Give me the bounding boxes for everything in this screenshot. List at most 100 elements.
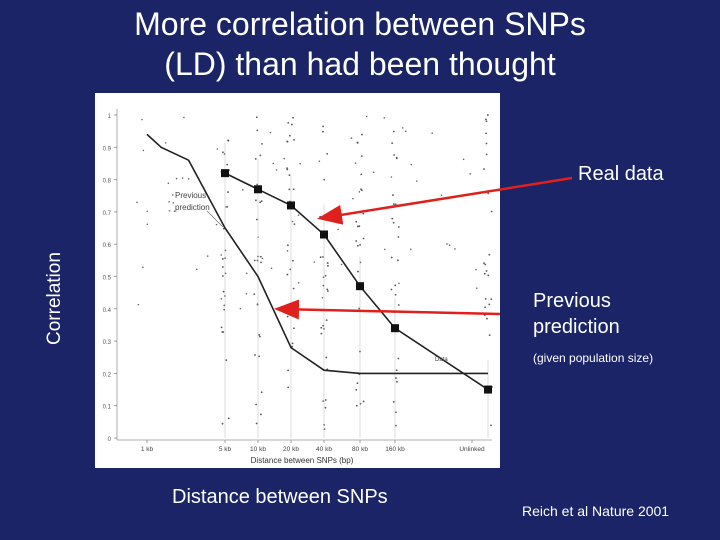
scatter-point — [258, 334, 261, 336]
scatter-point — [356, 244, 359, 247]
y-tick-label: 0 — [108, 437, 112, 443]
scatter-point — [397, 357, 400, 360]
scatter-point — [183, 116, 185, 119]
scatter-point — [490, 298, 493, 301]
previous-prediction-line-2: prediction — [533, 316, 620, 338]
scatter-point — [394, 424, 397, 427]
data-point — [254, 185, 262, 194]
scatter-point — [392, 194, 394, 196]
scatter-point — [288, 174, 291, 177]
data-point — [484, 385, 492, 394]
slide-title: More correlation between SNPs (LD) than … — [0, 4, 720, 84]
scatter-point — [476, 287, 478, 289]
inner-label-prediction: prediction — [175, 203, 210, 212]
scatter-point — [469, 173, 471, 175]
x-axis-title: Distance between SNPs (bp) — [251, 456, 354, 465]
scatter-point — [287, 121, 290, 124]
scatter-point — [390, 256, 393, 259]
scatter-point — [288, 134, 291, 137]
scatter-point — [173, 210, 176, 213]
scatter-point — [227, 139, 230, 142]
scatter-point — [410, 163, 413, 166]
scatter-point — [319, 256, 322, 259]
scatter-point — [356, 382, 359, 385]
y-tick-label: 0.9 — [103, 146, 112, 152]
scatter-point — [327, 264, 329, 267]
scatter-point — [362, 400, 365, 403]
scatter-point — [258, 355, 261, 358]
scatter-point — [394, 293, 397, 296]
scatter-point — [223, 308, 226, 311]
scatter-point — [299, 162, 301, 165]
scatter-point — [485, 270, 488, 272]
scatter-point — [216, 148, 219, 150]
scatter-point — [448, 244, 451, 247]
title-line-1: More correlation between SNPs — [134, 6, 586, 42]
scatter-point — [227, 191, 229, 193]
previous-prediction-label: Previous prediction — [533, 288, 620, 340]
previous-prediction-line-1: Previous — [533, 290, 611, 312]
scatter-point — [259, 413, 262, 416]
scatter-point — [483, 272, 486, 275]
scatter-point — [293, 139, 295, 141]
y-tick-label: 0.6 — [103, 243, 112, 249]
title-line-2: (LD) than had been thought — [164, 46, 556, 82]
scatter-point — [254, 199, 257, 202]
scatter-point — [297, 214, 300, 216]
citation: Reich et al Nature 2001 — [522, 503, 670, 519]
scatter-point — [488, 253, 491, 256]
scatter-point — [390, 288, 393, 291]
scatter-point — [146, 223, 149, 226]
scatter-point — [490, 210, 493, 213]
y-tick-label: 1 — [108, 114, 112, 120]
scatter-point — [322, 324, 325, 327]
scatter-point — [286, 244, 289, 247]
scatter-point — [397, 226, 400, 228]
scatter-point — [239, 307, 242, 310]
scatter-point — [486, 114, 489, 116]
scatter-point — [350, 137, 353, 139]
scatter-point — [275, 169, 278, 171]
scatter-point — [245, 272, 248, 275]
scatter-point — [358, 191, 361, 193]
scatter-point — [136, 201, 138, 204]
scatter-point — [297, 281, 300, 284]
scatter-point — [365, 115, 368, 118]
scatter-point — [292, 116, 294, 119]
scatter-point — [255, 218, 258, 221]
x-tick-label: 5 kb — [219, 446, 232, 453]
scatter-point — [287, 386, 290, 389]
scatter-point — [215, 223, 218, 226]
scatter-point — [223, 304, 226, 307]
scatter-point — [168, 210, 171, 212]
scatter-point — [354, 162, 357, 164]
scatter-point — [401, 127, 404, 129]
scatter-point — [221, 266, 224, 268]
scatter-point — [486, 317, 488, 320]
scatter-point — [323, 178, 326, 181]
inner-label-previous: Previous — [175, 191, 206, 200]
scatter-point — [340, 263, 343, 266]
scatter-point — [392, 130, 395, 133]
scatter-point — [270, 267, 273, 270]
scatter-point — [195, 268, 198, 271]
scatter-point — [222, 151, 224, 154]
scatter-point — [352, 197, 354, 200]
scatter-point — [260, 200, 263, 203]
real-data-label: Real data — [578, 163, 664, 185]
scatter-point — [286, 140, 289, 143]
scatter-point — [313, 261, 316, 263]
scatter-point — [324, 274, 327, 277]
scatter-point — [326, 152, 329, 155]
x-tick-label: 160 kb — [385, 446, 405, 453]
scatter-point — [487, 274, 490, 277]
scatter-point — [357, 270, 359, 273]
scatter-point — [171, 194, 174, 196]
data-point — [221, 169, 229, 178]
scatter-point — [221, 422, 224, 425]
population-size-note: (given population size) — [533, 351, 654, 365]
scatter-point — [485, 142, 488, 145]
scatter-point — [395, 411, 397, 414]
scatter-point — [394, 284, 397, 287]
